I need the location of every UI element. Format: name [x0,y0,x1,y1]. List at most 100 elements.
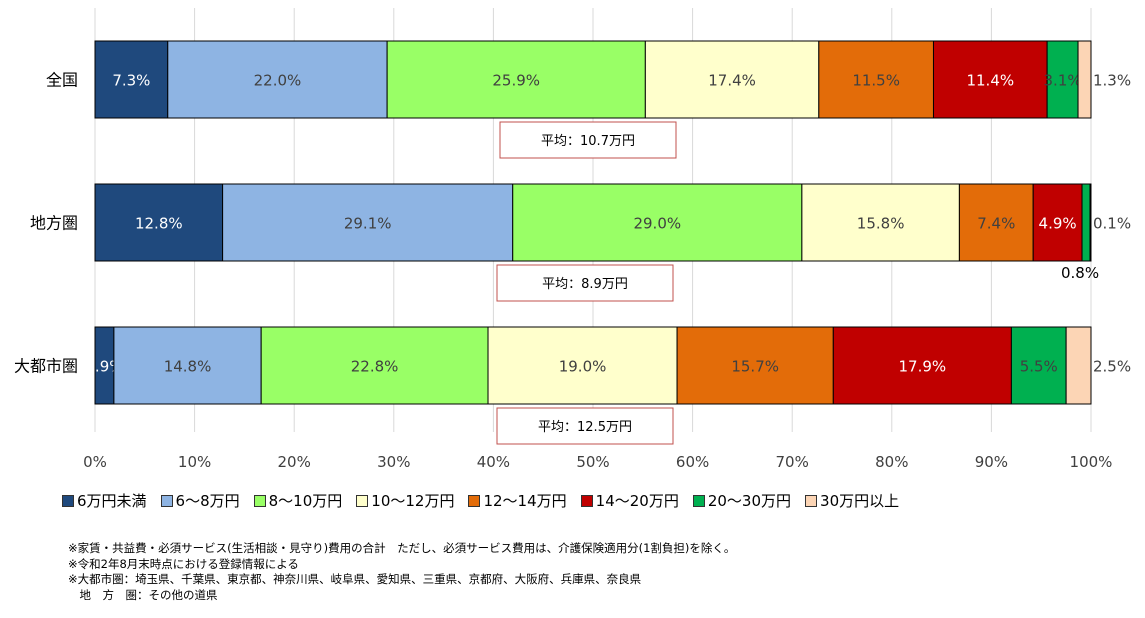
average-box [499,121,677,159]
legend-item: 12～14万円 [468,490,567,511]
bar-segment [94,40,169,119]
bar-segment [676,326,834,405]
bar-segment [487,326,678,405]
bars: 7.3% 22.0% 25.9% 17.4% 11.5% 11.4% 3.1% 1.3% 12.… [85,40,1131,405]
note-4: 地 方 圏：その他の道県 [68,587,218,602]
bar-segment [1010,326,1067,405]
bar-segment [222,183,514,262]
legend-swatch [62,494,74,507]
legend-item: 14～20万円 [580,490,679,511]
data-label: 12.8% [135,215,183,233]
x-tick-labels: 0% 10% 20% 30% 40% 50% 60% 70% 80% 90% 100% [83,453,1112,471]
bar-segment [260,326,489,405]
footnotes: ※家賃・共益費・必須サービス(生活相談・見守り)費用の合計 ただし、必須サービス… [68,541,735,603]
legend-item: 30万円以上 [805,490,899,511]
data-label: 29.0% [633,215,681,233]
bar-segment [958,183,1034,262]
legend-label: 6万円未満 [77,492,147,510]
legend-swatch [805,494,818,507]
x-tick-label: 70% [776,453,809,471]
average-label: 平均：8.9万円 [542,277,628,292]
data-label: 29.1% [344,215,392,233]
data-label: 5.5% [1020,358,1058,376]
legend-swatch [356,494,369,507]
bar-segment [1032,183,1083,262]
category-label: 大都市圏 [14,357,78,376]
legend-swatch [253,494,266,507]
x-tick-label: 50% [576,453,609,471]
average-label: 平均：10.7万円 [541,134,635,149]
legend-item: 10～12万円 [356,490,454,511]
data-label: 0.8% [1061,264,1099,282]
bar-segment [832,326,1012,405]
x-tick-label: 60% [676,453,709,471]
bar-segment [932,40,1048,119]
bar-segment [386,40,646,119]
average-label: 平均：12.5万円 [538,420,632,435]
bar-segment [1046,40,1079,119]
stacked-bar-chart: 7.3% 22.0% 25.9% 17.4% 11.5% 11.4% 3.1% 1.3% 12.… [14,8,1131,471]
data-label: 17.9% [899,358,947,376]
legend-label: 20～30万円 [707,492,792,510]
data-label: 11.4% [966,72,1014,90]
average-box [496,264,674,302]
legend-swatch [692,494,705,507]
legend-label: 10～12万円 [371,492,455,510]
x-tick-label: 30% [377,453,410,471]
bar-segment [818,40,934,119]
legend: 6万円未満 6～8万円 8～10万円 10～12万円 12～14万円 14～20万円 20～… [62,490,899,511]
legend-item: 20～30万円 [692,490,792,511]
data-label: 3.1% [1044,72,1082,90]
legend-label: 14～20万円 [595,492,679,510]
legend-swatch [160,494,173,507]
legend-label: 30万円以上 [820,492,900,510]
legend-label: 6～8万円 [175,492,240,510]
bar-segment [1077,40,1092,119]
note-1: ※家賃・共益費・必須サービス(生活相談・見守り)費用の合計 ただし、必須サービス… [68,541,736,555]
data-label: 15.7% [731,358,779,376]
legend-item: 6～8万円 [160,490,240,511]
category-label: 全国 [46,71,78,90]
bar-segment [644,40,820,119]
data-label: 15.8% [857,215,905,233]
bar-segment [113,326,262,405]
data-label: 4.9% [1039,215,1077,233]
data-label: 7.4% [977,215,1015,233]
data-label: 19.0% [559,358,607,376]
x-tick-label: 100% [1070,453,1113,471]
x-tick-label: 20% [278,453,311,471]
x-tick-label: 90% [975,453,1008,471]
data-label: 14.8% [164,358,212,376]
legend-label: 8～10万円 [268,492,343,510]
x-tick-label: 80% [875,453,908,471]
data-label: 0.1% [1093,215,1131,233]
data-label: 22.0% [254,72,302,90]
bar-segment [512,183,803,262]
data-label: 11.5% [852,72,900,90]
note-2: ※令和2年8月末時点における登録情報による [68,556,299,571]
data-label: 17.4% [708,72,756,90]
x-tick-label: 10% [178,453,211,471]
x-tick-label: 0% [83,453,107,471]
data-label: 2.5% [1093,358,1131,376]
data-label: 7.3% [112,72,150,90]
legend-swatch [468,494,481,507]
bar-segment [1089,183,1092,262]
note-3: ※大都市圏：埼玉県、千葉県、東京都、神奈川県、岐阜県、愛知県、三重県、京都府、大… [68,572,642,586]
bar-segment [167,40,388,119]
legend-label: 12～14万円 [483,492,567,510]
data-label: 1.3% [1093,72,1131,90]
legend-item: 8～10万円 [253,490,343,511]
bar-segment [1065,326,1092,405]
data-label: 25.9% [492,72,540,90]
legend-swatch [580,494,593,507]
bar-segment [1081,183,1091,262]
category-label: 地方圏 [30,214,78,233]
legend-item: 6万円未満 [62,490,147,511]
bar-segment [801,183,960,262]
data-label: 22.8% [351,358,399,376]
x-tick-label: 40% [477,453,510,471]
average-box [496,407,674,445]
